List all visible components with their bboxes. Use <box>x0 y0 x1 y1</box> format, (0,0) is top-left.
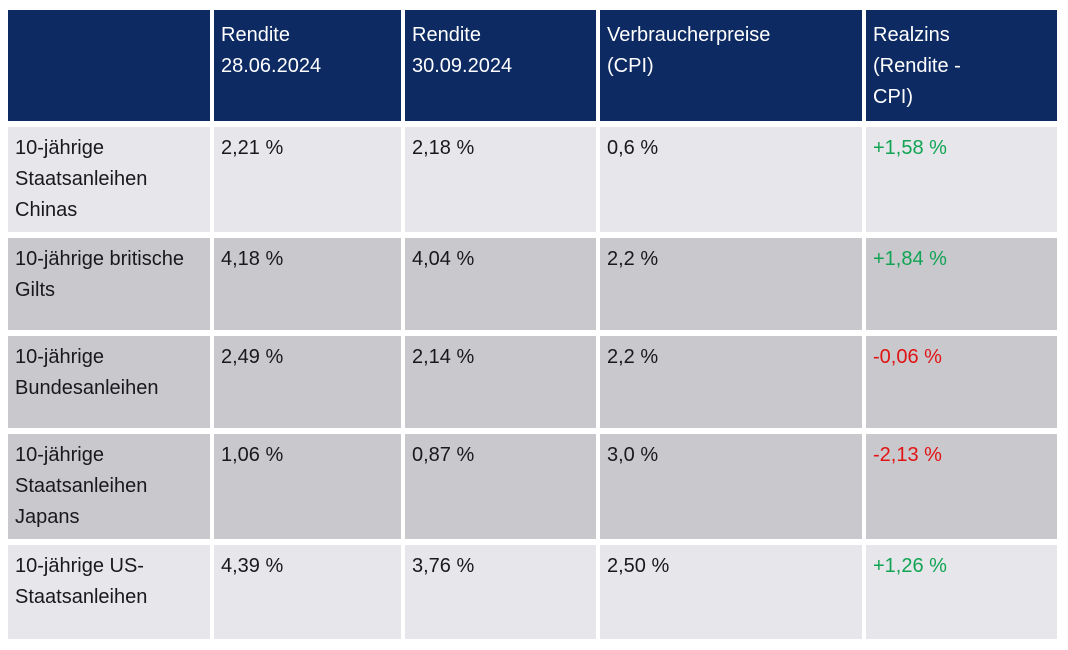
row-label: 10-jährige Staatsanleihen Chinas <box>8 127 210 232</box>
table-row: 10-jährige Staatsanleihen Chinas 2,21 % 2,… <box>8 127 1057 232</box>
bond-real-yield-table: Rendite 28.06.2024 Rendite 30.09.2024 Verb… <box>4 4 1061 645</box>
table-row: 10-jährige britische Gilts 4,18 % 4,04 % 2,… <box>8 238 1057 330</box>
table-row: 10-jährige Bundesanleihen 2,49 % 2,14 % 2,2… <box>8 336 1057 428</box>
row-label: 10-jährige britische Gilts <box>8 238 210 330</box>
value-cell: 2,2 % <box>600 238 862 330</box>
row-label: 10-jährige Staatsanleihen Japans <box>8 434 210 539</box>
value-cell: 2,18 % <box>405 127 596 232</box>
value-cell: 2,2 % <box>600 336 862 428</box>
column-header: Rendite 30.09.2024 <box>405 10 596 121</box>
table-row: 10-jährige Staatsanleihen Japans 1,06 % 0,… <box>8 434 1057 539</box>
value-cell: 0,87 % <box>405 434 596 539</box>
table-body: 10-jährige Staatsanleihen Chinas 2,21 % 2,… <box>8 127 1057 639</box>
value-cell: 4,18 % <box>214 238 401 330</box>
value-cell: 2,50 % <box>600 545 862 639</box>
realzins-value: -2,13 % <box>866 434 1057 539</box>
realzins-value: +1,26 % <box>866 545 1057 639</box>
column-header: Realzins (Rendite - CPI) <box>866 10 1057 121</box>
value-cell: 3,76 % <box>405 545 596 639</box>
column-header: Verbraucherpreise (CPI) <box>600 10 862 121</box>
header-row: Rendite 28.06.2024 Rendite 30.09.2024 Verb… <box>8 10 1057 121</box>
corner-header-cell <box>8 10 210 121</box>
value-cell: 1,06 % <box>214 434 401 539</box>
column-header: Rendite 28.06.2024 <box>214 10 401 121</box>
value-cell: 2,14 % <box>405 336 596 428</box>
value-cell: 4,04 % <box>405 238 596 330</box>
realzins-value: +1,84 % <box>866 238 1057 330</box>
table-row: 10-jährige US-Staatsanleihen 4,39 % 3,76 %… <box>8 545 1057 639</box>
realzins-value: +1,58 % <box>866 127 1057 232</box>
realzins-value: -0,06 % <box>866 336 1057 428</box>
value-cell: 0,6 % <box>600 127 862 232</box>
value-cell: 4,39 % <box>214 545 401 639</box>
row-label: 10-jährige Bundesanleihen <box>8 336 210 428</box>
value-cell: 2,49 % <box>214 336 401 428</box>
value-cell: 3,0 % <box>600 434 862 539</box>
value-cell: 2,21 % <box>214 127 401 232</box>
row-label: 10-jährige US-Staatsanleihen <box>8 545 210 639</box>
table-header: Rendite 28.06.2024 Rendite 30.09.2024 Verb… <box>8 10 1057 121</box>
